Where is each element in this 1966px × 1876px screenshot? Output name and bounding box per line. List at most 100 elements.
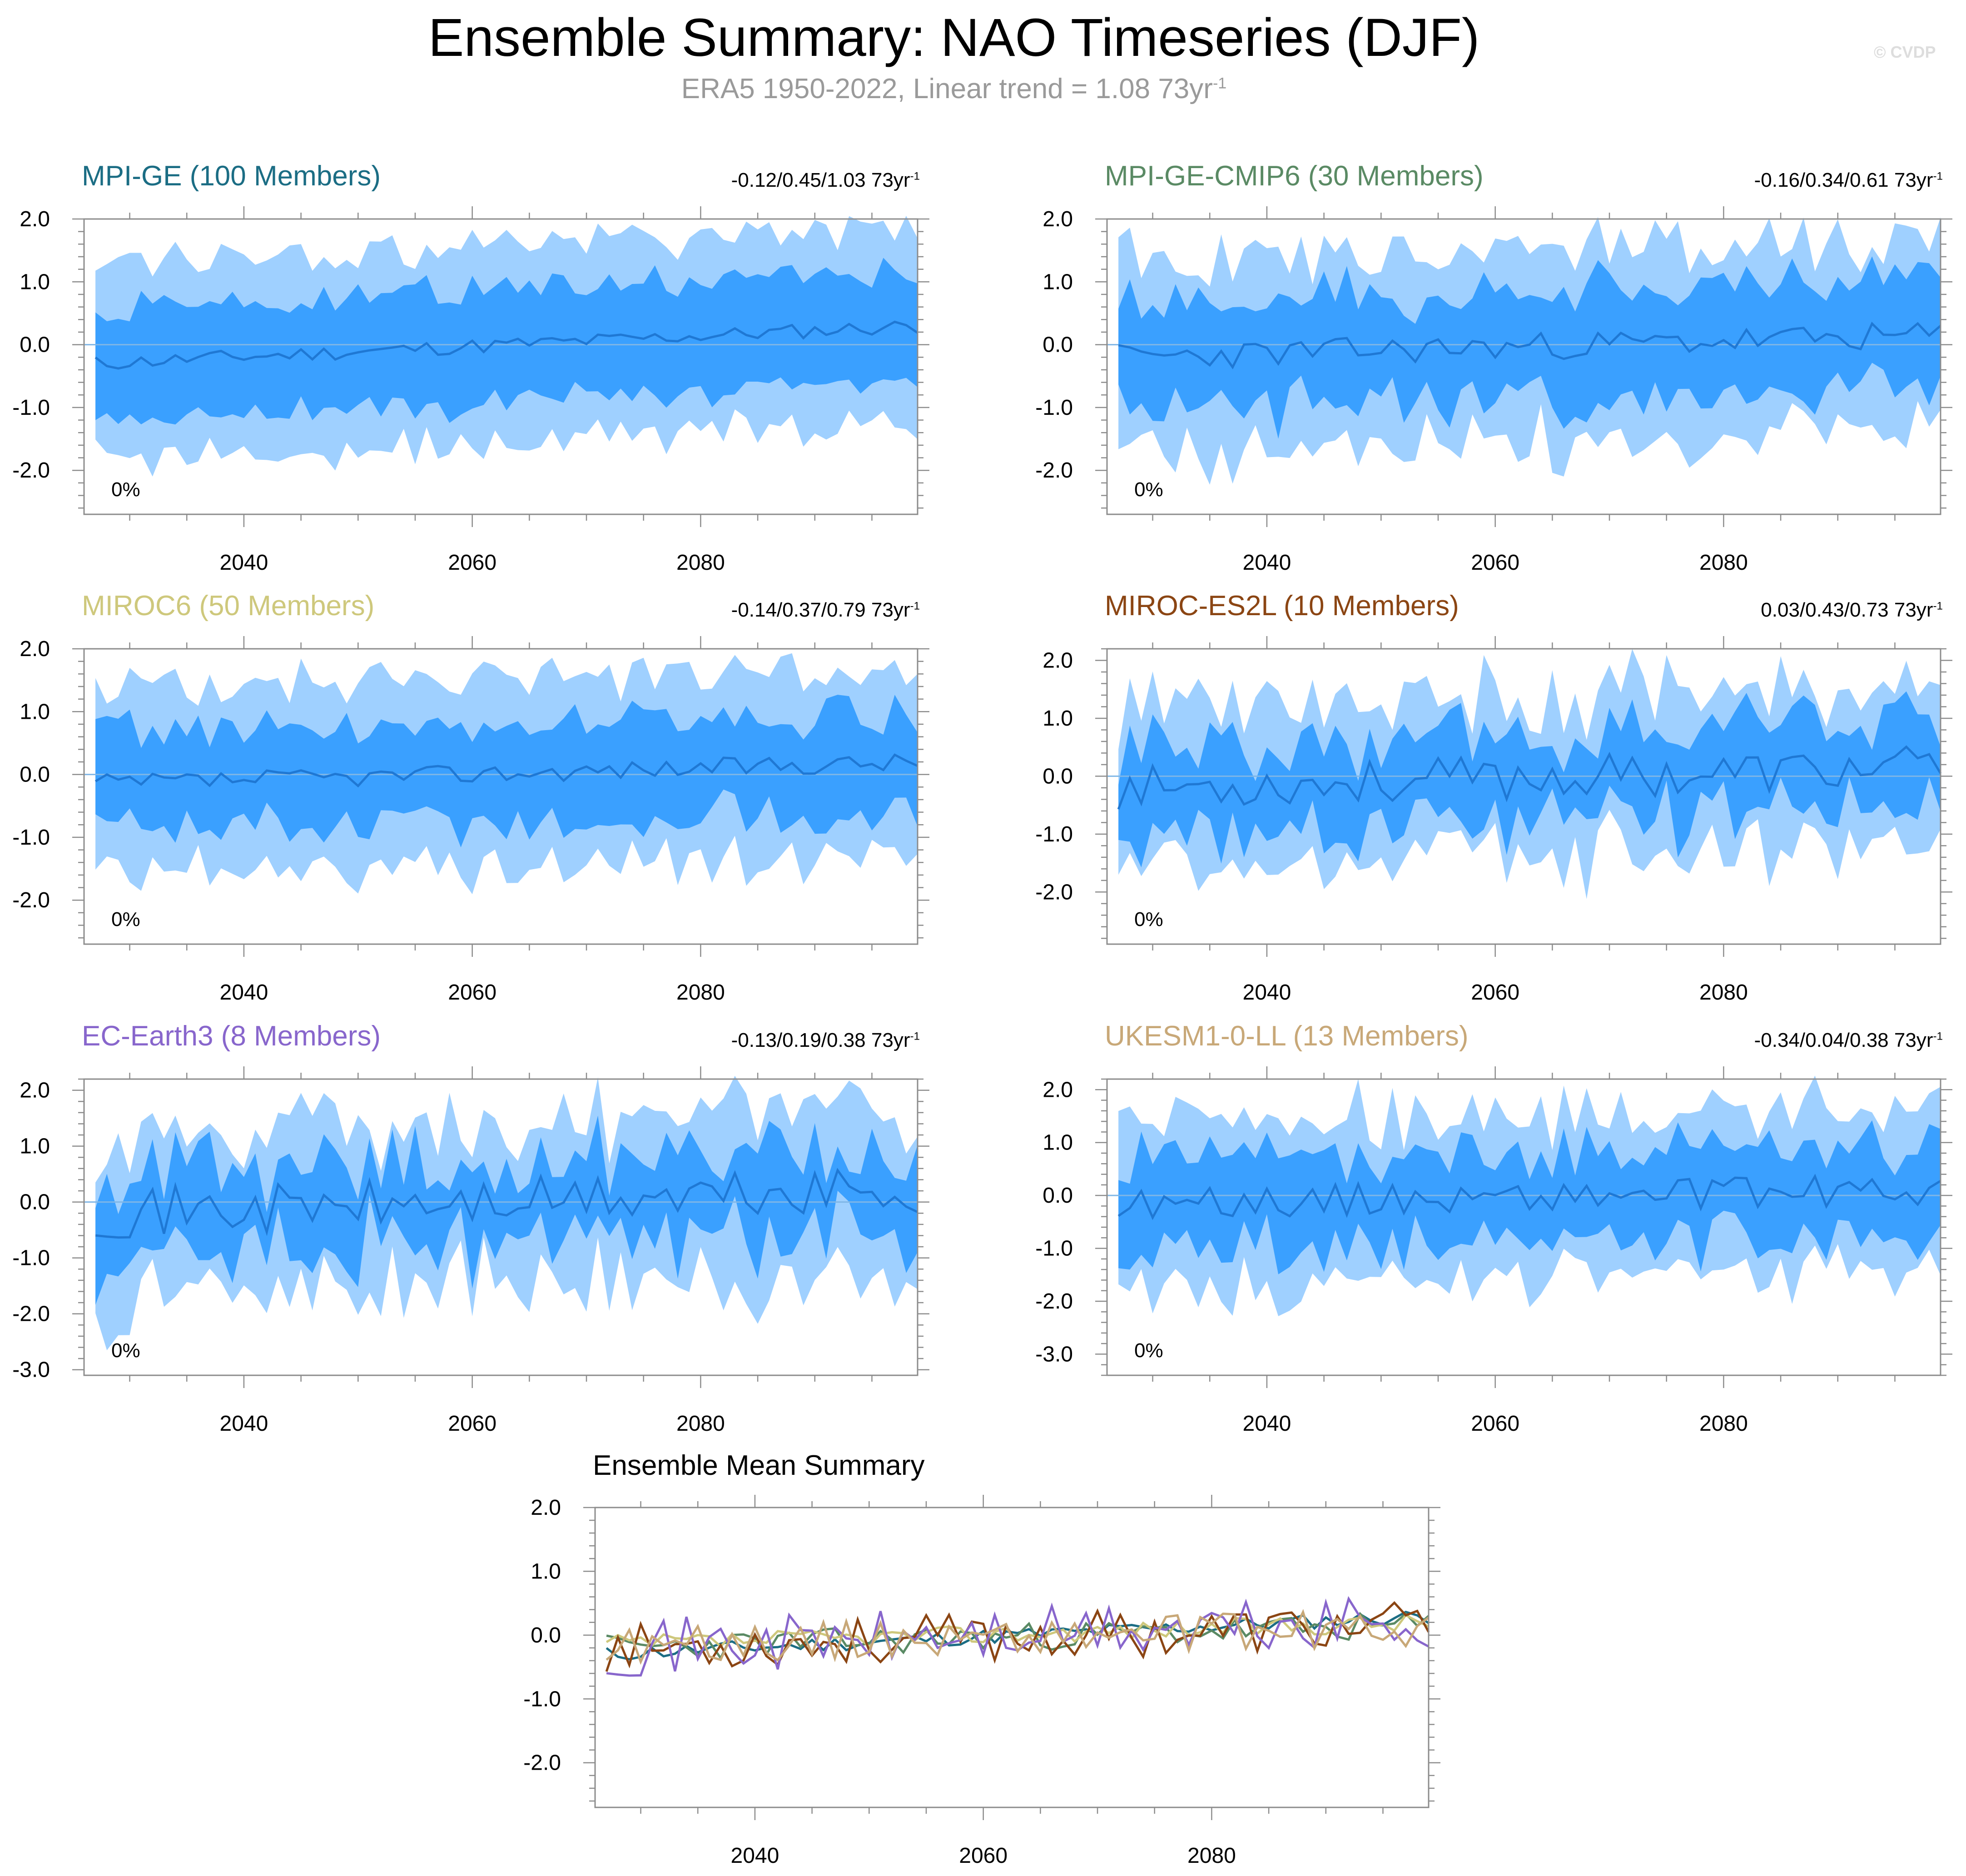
y-tick-label: 2.0 bbox=[531, 1496, 561, 1520]
ensemble-mean-line bbox=[1118, 322, 1941, 370]
trend-value: 0.03/0.43/0.73 73yr bbox=[1761, 599, 1933, 621]
panel-title-ensemble-mean: Ensemble Mean Summary bbox=[593, 1450, 925, 1481]
x-tick-label: 2040 bbox=[731, 1844, 779, 1868]
series-line-miroc6 bbox=[606, 1613, 1430, 1648]
inner-percentile-band bbox=[1118, 691, 1941, 868]
y-tick-label: -2.0 bbox=[523, 1751, 561, 1775]
x-tick-label: 2040 bbox=[220, 980, 268, 1005]
trend-exponent: -1 bbox=[910, 1030, 920, 1043]
x-tick-label: 2080 bbox=[676, 551, 725, 575]
cvdp-watermark: © CVDP bbox=[1874, 43, 1936, 61]
trend-summary: 0.03/0.43/0.73 73yr-1 bbox=[1761, 599, 1943, 622]
trend-summary: -0.13/0.19/0.38 73yr-1 bbox=[731, 1029, 920, 1052]
x-tick-label: 2060 bbox=[1471, 1412, 1519, 1436]
y-tick-label: 0.0 bbox=[1043, 1184, 1073, 1208]
x-tick-label: 2060 bbox=[959, 1844, 1008, 1868]
plot-frame bbox=[1106, 218, 1941, 515]
x-tick-label: 2060 bbox=[1471, 551, 1519, 575]
trend-exponent: -1 bbox=[910, 170, 920, 183]
page-title: Ensemble Summary: NAO Timeseries (DJF) bbox=[428, 8, 1480, 68]
trend-value: -0.16/0.34/0.61 73yr bbox=[1754, 169, 1933, 191]
y-tick-label: -1.0 bbox=[1035, 396, 1073, 420]
page-subtitle: ERA5 1950-2022, Linear trend = 1.08 73yr… bbox=[0, 73, 1908, 105]
trend-exponent: -1 bbox=[1933, 1030, 1943, 1043]
series-line-mpi-ge-cmip6 bbox=[606, 1612, 1430, 1661]
ensemble-mean-line bbox=[94, 753, 918, 788]
panel-title-ec-earth3: EC-Earth3 (8 Members) bbox=[82, 1020, 381, 1052]
trend-summary: -0.34/0.04/0.38 73yr-1 bbox=[1754, 1029, 1943, 1052]
chart-panel-ukesm1-0-ll: 2.0 1.0 0.0 -1.0 -2.0 -3.0 2040 2060 2080 0% bbox=[1035, 1066, 1952, 1436]
panel-title-ukesm1-0-ll: UKESM1-0-LL (13 Members) bbox=[1105, 1020, 1469, 1052]
y-tick-label: -3.0 bbox=[12, 1358, 50, 1382]
ensemble-mean-line bbox=[1117, 1174, 1941, 1220]
trend-value: -0.13/0.19/0.38 73yr bbox=[731, 1029, 910, 1051]
y-tick-label: -2.0 bbox=[1035, 458, 1073, 483]
y-tick-label: -1.0 bbox=[12, 826, 50, 850]
trend-summary: -0.14/0.37/0.79 73yr-1 bbox=[731, 599, 920, 622]
y-tick-label: 0.0 bbox=[1043, 333, 1073, 357]
y-tick-label: 1.0 bbox=[1043, 1131, 1073, 1155]
y-tick-label: 2.0 bbox=[1043, 648, 1073, 672]
y-tick-label: 1.0 bbox=[20, 270, 50, 294]
inner-percentile-band bbox=[1118, 1120, 1941, 1274]
ensemble-mean-line bbox=[1117, 745, 1942, 810]
inner-percentile-band bbox=[1118, 256, 1941, 439]
y-tick-label: 2.0 bbox=[20, 207, 50, 231]
y-tick-label: 2.0 bbox=[1043, 207, 1073, 231]
chart-panel-miroc6: 2.0 1.0 0.0 -1.0 -2.0 2040 2060 2080 0% bbox=[12, 636, 929, 1005]
trend-summary: -0.16/0.34/0.61 73yr-1 bbox=[1754, 169, 1943, 192]
y-tick-label: 1.0 bbox=[20, 1135, 50, 1159]
y-tick-label: -2.0 bbox=[12, 1302, 50, 1326]
x-tick-label: 2060 bbox=[1471, 980, 1519, 1005]
trend-value: -0.12/0.45/1.03 73yr bbox=[731, 169, 910, 191]
y-tick-label: 0.0 bbox=[531, 1623, 561, 1647]
x-tick-label: 2080 bbox=[1699, 980, 1748, 1005]
y-tick-label: -1.0 bbox=[12, 1246, 50, 1270]
plot-frame bbox=[83, 218, 918, 515]
y-tick-label: -3.0 bbox=[1035, 1342, 1073, 1366]
panel-title-miroc-es2l: MIROC-ES2L (10 Members) bbox=[1105, 590, 1459, 622]
trend-value: -0.14/0.37/0.79 73yr bbox=[731, 599, 910, 621]
chart-panel-ec-earth3: 2.0 1.0 0.0 -1.0 -2.0 -3.0 2040 2060 2080 0% bbox=[12, 1066, 929, 1436]
y-tick-label: 0.0 bbox=[1043, 764, 1073, 788]
plot-frame bbox=[83, 648, 918, 945]
y-tick-label: 1.0 bbox=[1043, 707, 1073, 731]
chart-panel-mpi-ge: 2.0 1.0 0.0 -1.0 -2.0 2040 2060 2080 0% bbox=[12, 206, 929, 575]
ensemble-mean-line bbox=[95, 1168, 918, 1239]
percent-label: 0% bbox=[111, 908, 140, 931]
x-tick-label: 2040 bbox=[1243, 1412, 1291, 1436]
ensemble-mean-line bbox=[94, 320, 918, 370]
plot-frame bbox=[594, 1507, 1430, 1808]
y-tick-label: -2.0 bbox=[12, 458, 50, 483]
y-tick-label: 0.0 bbox=[20, 333, 50, 357]
x-tick-label: 2040 bbox=[220, 1412, 268, 1436]
x-tick-label: 2060 bbox=[448, 551, 496, 575]
x-tick-label: 2040 bbox=[1243, 980, 1291, 1005]
trend-exponent: -1 bbox=[1933, 170, 1943, 183]
x-tick-label: 2080 bbox=[676, 1412, 725, 1436]
x-tick-label: 2040 bbox=[1243, 551, 1291, 575]
series-line-miroc-es2l bbox=[605, 1601, 1430, 1672]
x-tick-label: 2040 bbox=[220, 551, 268, 575]
subtitle-exponent: -1 bbox=[1212, 75, 1227, 92]
y-tick-label: 2.0 bbox=[20, 637, 50, 661]
trend-exponent: -1 bbox=[1933, 600, 1943, 612]
chart-panel-ensemble-mean: 2.0 1.0 0.0 -1.0 -2.0 2040 2060 2080 bbox=[523, 1495, 1440, 1868]
y-tick-label: 2.0 bbox=[20, 1079, 50, 1103]
y-tick-label: 1.0 bbox=[20, 700, 50, 724]
y-tick-label: 2.0 bbox=[1043, 1078, 1073, 1102]
percent-label: 0% bbox=[1134, 1339, 1163, 1362]
x-tick-label: 2080 bbox=[1187, 1844, 1236, 1868]
percent-label: 0% bbox=[111, 1339, 140, 1362]
y-tick-label: 0.0 bbox=[20, 763, 50, 787]
y-tick-label: 1.0 bbox=[1043, 270, 1073, 294]
x-tick-label: 2060 bbox=[448, 980, 496, 1005]
panel-title-mpi-ge: MPI-GE (100 Members) bbox=[82, 160, 381, 192]
inner-percentile-band bbox=[95, 258, 918, 425]
plot-frame bbox=[83, 1078, 918, 1376]
y-tick-label: -2.0 bbox=[12, 888, 50, 912]
x-tick-label: 2060 bbox=[448, 1412, 496, 1436]
subtitle-text: ERA5 1950-2022, Linear trend = 1.08 73yr bbox=[681, 73, 1213, 104]
y-tick-label: 1.0 bbox=[531, 1559, 561, 1583]
